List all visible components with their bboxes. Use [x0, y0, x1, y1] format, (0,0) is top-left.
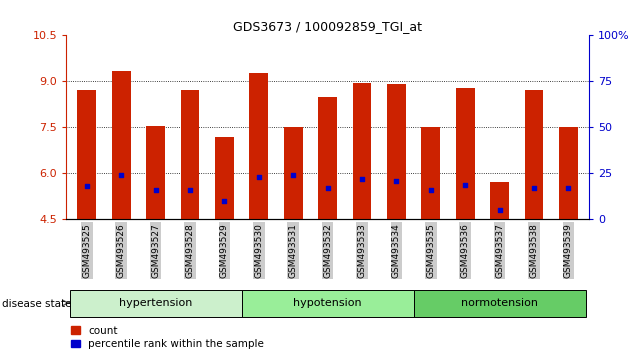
Text: GSM493528: GSM493528	[185, 223, 195, 278]
Bar	[490, 182, 509, 219]
Title: GDS3673 / 100092859_TGI_at: GDS3673 / 100092859_TGI_at	[233, 20, 422, 33]
Text: GSM493527: GSM493527	[151, 223, 160, 278]
FancyBboxPatch shape	[414, 290, 586, 317]
Point	[219, 198, 229, 204]
Text: GSM493531: GSM493531	[289, 223, 298, 278]
Text: GSM493534: GSM493534	[392, 223, 401, 278]
Text: GSM493535: GSM493535	[427, 223, 435, 278]
FancyBboxPatch shape	[241, 290, 414, 317]
Text: normotension: normotension	[461, 298, 538, 308]
Text: GSM493536: GSM493536	[461, 223, 470, 278]
Point	[288, 172, 298, 178]
Bar	[181, 90, 200, 219]
Bar	[146, 126, 165, 219]
Bar	[249, 73, 268, 219]
Bar	[77, 90, 96, 219]
Text: GSM493532: GSM493532	[323, 223, 332, 278]
Point	[82, 183, 92, 189]
Bar	[421, 127, 440, 219]
Text: GSM493525: GSM493525	[83, 223, 91, 278]
Point	[116, 172, 126, 178]
Bar	[318, 97, 337, 219]
Bar	[455, 87, 474, 219]
FancyBboxPatch shape	[69, 290, 241, 317]
Text: GSM493526: GSM493526	[117, 223, 126, 278]
Point	[391, 178, 401, 184]
Bar	[387, 84, 406, 219]
Point	[529, 185, 539, 191]
Text: GSM493529: GSM493529	[220, 223, 229, 278]
Bar	[559, 127, 578, 219]
Text: GSM493533: GSM493533	[357, 223, 367, 278]
Text: hypotension: hypotension	[294, 298, 362, 308]
Bar	[525, 90, 544, 219]
Point	[460, 182, 470, 187]
Legend: count, percentile rank within the sample: count, percentile rank within the sample	[71, 326, 264, 349]
Point	[563, 185, 573, 191]
Text: GSM493538: GSM493538	[529, 223, 539, 278]
Point	[254, 174, 264, 180]
Point	[426, 187, 436, 193]
Text: GSM493537: GSM493537	[495, 223, 504, 278]
Bar	[353, 83, 372, 219]
Text: disease state: disease state	[2, 299, 71, 309]
Bar	[112, 71, 130, 219]
Point	[323, 185, 333, 191]
Bar	[215, 137, 234, 219]
Text: GSM493539: GSM493539	[564, 223, 573, 278]
Point	[357, 176, 367, 182]
Bar	[284, 127, 302, 219]
Point	[495, 207, 505, 213]
Point	[151, 187, 161, 193]
Point	[185, 187, 195, 193]
Text: hypertension: hypertension	[119, 298, 192, 308]
Text: GSM493530: GSM493530	[255, 223, 263, 278]
